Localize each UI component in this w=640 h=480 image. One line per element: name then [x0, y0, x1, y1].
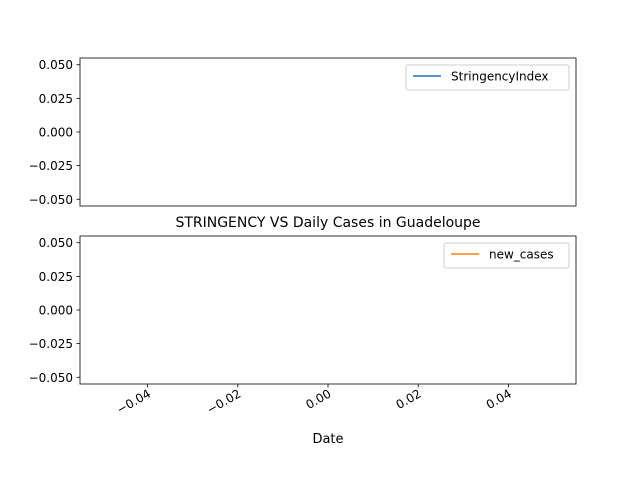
y-tick-label: 0.025: [39, 270, 73, 284]
y-tick-label: 0.050: [39, 236, 73, 250]
bottom-y-ticks: 0.050 0.025 0.000 −0.025 −0.050: [29, 236, 80, 385]
y-tick-label: −0.050: [29, 371, 73, 385]
y-tick-label: 0.025: [39, 92, 73, 106]
top-axes: 0.050 0.025 0.000 −0.025 −0.050 StringencyIn…: [29, 57, 577, 207]
y-tick-label: −0.025: [29, 337, 73, 351]
y-tick-label: −0.050: [29, 193, 73, 207]
top-legend: StringencyIndex: [405, 64, 570, 91]
bottom-legend-box: [443, 242, 570, 269]
legend-label-new-cases: new_cases: [489, 248, 554, 262]
x-axis-label: Date: [312, 432, 343, 447]
top-legend-box: [405, 64, 570, 91]
chart-title: STRINGENCY VS Daily Cases in Guadeloupe: [175, 215, 480, 231]
y-tick-label: 0.000: [39, 126, 73, 140]
bottom-legend: new_cases: [443, 242, 570, 269]
y-tick-label: 0.050: [39, 58, 73, 72]
y-tick-label: −0.025: [29, 159, 73, 173]
legend-label-stringencyindex: StringencyIndex: [451, 70, 549, 84]
y-tick-label: 0.000: [39, 304, 73, 318]
top-y-ticks: 0.050 0.025 0.000 −0.025 −0.050: [29, 58, 80, 207]
